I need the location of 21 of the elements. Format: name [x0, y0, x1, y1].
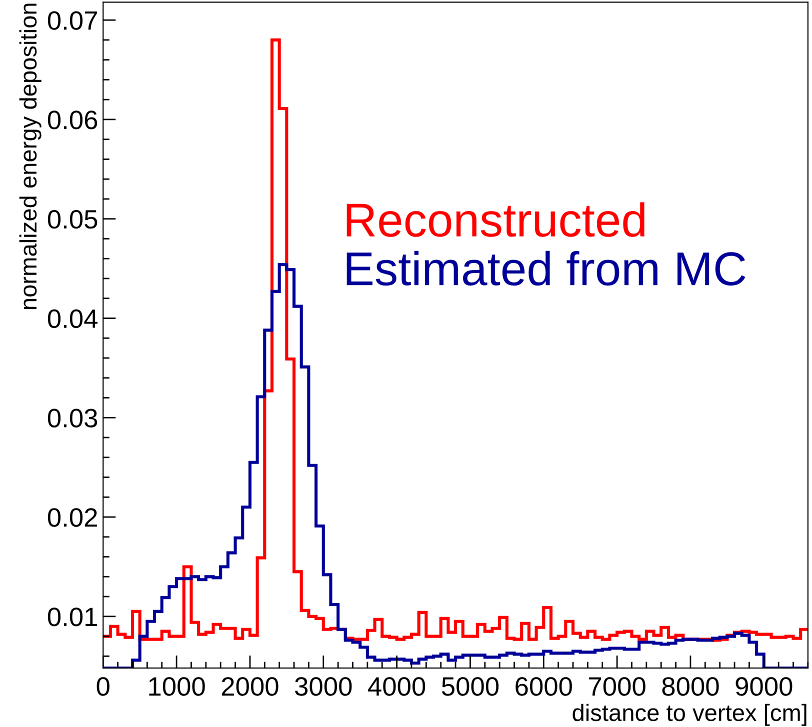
y-tick-label: 0.01 — [48, 608, 97, 626]
x-tick-label: 8000 — [662, 677, 719, 696]
y-tick-label: 0.05 — [48, 210, 98, 229]
x-tick-label: 0 — [96, 677, 110, 696]
y-tick-label: 0.02 — [48, 508, 97, 527]
x-tick-label: 4000 — [368, 677, 426, 696]
x-tick-label: 2000 — [222, 677, 278, 696]
x-tick-label: 1000 — [149, 677, 205, 696]
x-tick-label: 3000 — [295, 677, 352, 696]
y-tick-label: 0.03 — [48, 408, 98, 428]
x-tick-label: 6000 — [516, 677, 572, 696]
y-axis-title: normalized energy deposition — [19, 4, 42, 310]
x-tick-label: 5000 — [442, 677, 499, 696]
x-tick-label: 7000 — [589, 677, 646, 696]
x-axis-title: distance to vertex [cm] — [572, 704, 806, 726]
y-tick-label: 0.07 — [48, 11, 97, 30]
y-tick-label: 0.04 — [48, 309, 98, 328]
series-label: Reconstructed — [346, 202, 644, 237]
x-tick-label: 9000 — [736, 677, 792, 696]
y-tick-label: 0.06 — [48, 110, 98, 130]
series-label: Estimated from MC — [346, 250, 746, 286]
